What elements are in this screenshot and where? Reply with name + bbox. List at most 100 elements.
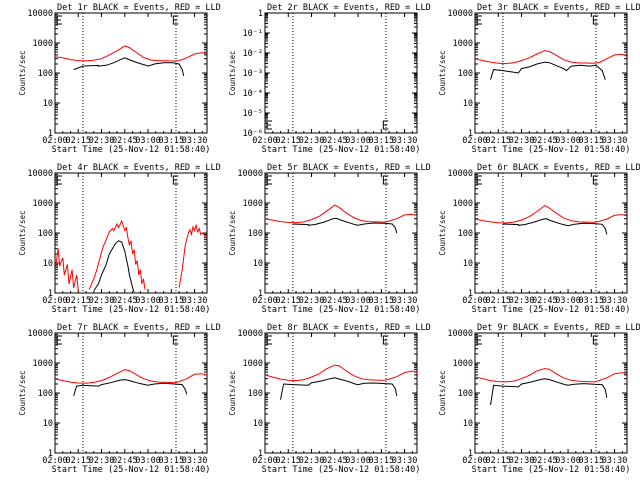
series-events-line: [73, 57, 185, 77]
series-lld-line: [475, 205, 627, 224]
series-lld-line: [55, 45, 207, 62]
x-tick-label: 02:15: [275, 296, 301, 306]
y-tick-label: 10: [463, 259, 473, 269]
attenuator-marker: [382, 175, 389, 185]
x-tick-label: 03:15: [369, 456, 395, 466]
series-lld-line: [265, 364, 417, 382]
series-events-line: [93, 240, 135, 292]
y-axis-label: Counts/sec: [438, 50, 447, 95]
y-tick-label: 1: [258, 9, 263, 19]
x-tick-label: 02:00: [252, 456, 278, 466]
x-tick-label: 02:45: [322, 296, 348, 306]
y-axis-label: Counts/sec: [228, 370, 237, 415]
attenuator-marker: [382, 120, 389, 130]
panel-det3r: Det 3r BLACK = Events, RED = LLD02:0002:…: [438, 3, 640, 155]
x-tick-label: 02:15: [485, 296, 511, 306]
plot-frame: [264, 332, 418, 454]
series-group: [265, 204, 417, 234]
x-tick-label: 02:15: [65, 136, 91, 146]
attenuator-marker: [592, 335, 599, 345]
y-tick-label: 100: [38, 389, 53, 399]
y-tick-label: 1000: [33, 39, 53, 49]
x-tick-label: 02:00: [462, 296, 488, 306]
attenuator-marker: [382, 335, 389, 345]
y-tick-label: 1000: [33, 199, 53, 209]
x-tick-label: 03:15: [159, 456, 185, 466]
x-tick-label: 02:00: [42, 296, 68, 306]
x-tick-label: 02:00: [252, 136, 278, 146]
y-axis-label: Counts/sec: [18, 210, 27, 255]
x-tick-label: 02:15: [275, 456, 301, 466]
x-tick-label: 02:30: [299, 296, 325, 306]
x-tick-label: 02:45: [322, 456, 348, 466]
series-group: [475, 205, 627, 235]
x-tick-label: 02:30: [509, 456, 535, 466]
y-tick-label: 10000: [447, 9, 473, 19]
y-tick-label: 10000: [27, 329, 53, 339]
panel-det8r: Det 8r BLACK = Events, RED = LLD02:0002:…: [228, 323, 431, 475]
series-events-line: [73, 379, 188, 397]
series-lld-line: [178, 223, 207, 288]
attenuator-marker: [172, 335, 179, 345]
x-tick-label: 02:45: [112, 296, 138, 306]
x-tick-label: 03:15: [159, 296, 185, 306]
x-tick-label: 03:30: [392, 456, 418, 466]
x-tick-label: 03:15: [579, 456, 605, 466]
x-tick-label: 02:30: [509, 296, 535, 306]
y-tick-label: 10000: [237, 169, 263, 179]
x-tick-label: 02:45: [322, 136, 348, 146]
attenuator-marker: [172, 15, 179, 25]
panel-title: Det 7r BLACK = Events, RED = LLD: [57, 323, 221, 333]
x-axis-label: Start Time (25-Nov-12 01:58:40): [52, 465, 211, 475]
y-tick-label: 100: [248, 229, 263, 239]
y-tick-label: 100: [458, 69, 473, 79]
x-axis-label: Start Time (25-Nov-12 01:58:40): [52, 305, 211, 315]
x-tick-label: 03:30: [602, 296, 628, 306]
y-tick-label: 10⁻⁶: [243, 129, 263, 139]
attenuator-marker: [172, 175, 179, 185]
x-tick-label: 02:00: [42, 136, 68, 146]
plot-frame: [54, 332, 208, 454]
x-tick-label: 02:00: [252, 296, 278, 306]
series-lld-line: [475, 50, 627, 65]
y-tick-label: 10000: [447, 169, 473, 179]
series-group: [475, 50, 627, 80]
panel-title: Det 3r BLACK = Events, RED = LLD: [477, 3, 640, 13]
x-tick-label: 03:00: [135, 456, 161, 466]
x-tick-label: 03:00: [345, 136, 371, 146]
x-axis-label: Start Time (25-Nov-12 01:58:40): [472, 465, 631, 475]
x-axis-label: Start Time (25-Nov-12 01:58:40): [262, 465, 421, 475]
y-tick-label: 10⁻²: [243, 49, 263, 59]
y-tick-label: 1: [48, 129, 53, 139]
x-tick-label: 02:30: [509, 136, 535, 146]
x-tick-label: 03:30: [392, 136, 418, 146]
y-tick-label: 10⁻⁴: [243, 89, 263, 99]
x-axis-label: Start Time (25-Nov-12 01:58:40): [472, 145, 631, 155]
y-axis-label: Counts/sec: [228, 210, 237, 255]
series-events-line: [292, 217, 398, 234]
panel-det7r: Det 7r BLACK = Events, RED = LLD02:0002:…: [18, 323, 221, 475]
panel-det6r: Det 6r BLACK = Events, RED = LLD02:0002:…: [438, 163, 640, 315]
y-tick-label: 1: [468, 129, 473, 139]
x-tick-label: 02:45: [532, 296, 558, 306]
y-tick-label: 100: [458, 389, 473, 399]
panel-title: Det 5r BLACK = Events, RED = LLD: [267, 163, 431, 173]
x-tick-label: 03:15: [159, 136, 185, 146]
series-group: [55, 369, 207, 397]
plot-frame: [54, 172, 208, 294]
y-tick-label: 1: [258, 449, 263, 459]
y-tick-label: 10⁻¹: [243, 29, 263, 39]
x-tick-label: 03:00: [555, 456, 581, 466]
panel-title: Det 4r BLACK = Events, RED = LLD: [57, 163, 221, 173]
x-axis-label: Start Time (25-Nov-12 01:58:40): [262, 145, 421, 155]
attenuator-marker: [592, 175, 599, 185]
y-tick-label: 10: [43, 99, 53, 109]
panel-title: Det 1r BLACK = Events, RED = LLD: [57, 3, 221, 13]
y-tick-label: 10: [253, 419, 263, 429]
x-tick-label: 03:30: [602, 136, 628, 146]
x-tick-label: 03:00: [345, 456, 371, 466]
x-tick-label: 02:15: [65, 296, 91, 306]
x-tick-label: 03:30: [392, 296, 418, 306]
x-tick-label: 02:30: [89, 296, 115, 306]
